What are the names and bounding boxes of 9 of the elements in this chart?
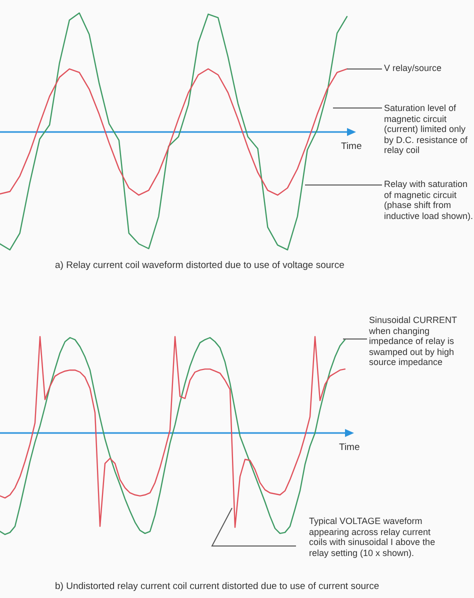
text: Saturation level of magnetic circuit (current) limited only by D.C. resistance of relay coil: [384, 103, 469, 156]
text: Relay with saturation of magnetic circuit (phase shift from inductive load shown).: [384, 179, 474, 222]
text: Sinusoidal CURRENT when changing impedance of relay is swamped out by high source impedance: [369, 315, 458, 368]
text: b) Undistorted relay current coil current distorted due to use of current source: [55, 581, 380, 592]
text: a) Relay current coil waveform distorted due to use of voltage source: [55, 260, 344, 271]
x-axis-title: Time: [341, 141, 362, 152]
x-axis-title: Time: [339, 442, 360, 453]
text: V relay/source: [384, 63, 443, 74]
annotation: Typical VOLTAGE waveform appearing across relay current coils with sinusoidal I above the relay setting (10 x shown).: [309, 516, 436, 558]
